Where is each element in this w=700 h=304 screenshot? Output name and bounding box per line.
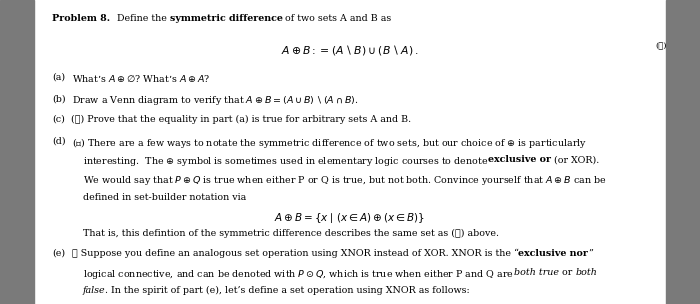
Text: ★ Suppose you define an analogous set operation using XNOR instead of XOR. XNOR : ★ Suppose you define an analogous set op… xyxy=(66,249,519,258)
Text: (★) There are a few ways to notate the symmetric difference of two sets, but our: (★) There are a few ways to notate the s… xyxy=(66,136,587,150)
Text: exclusive nor: exclusive nor xyxy=(519,249,589,258)
Text: $A \oplus B := (A \setminus B) \cup (B \setminus A)\,.$: $A \oplus B := (A \setminus B) \cup (B \… xyxy=(281,43,419,57)
Text: That is, this defintion of the symmetric difference describes the same set as (Ⓢ: That is, this defintion of the symmetric… xyxy=(83,229,498,238)
Text: Draw a Venn diagram to verify that $A \oplus B = (A \cup B) \setminus (A \cap B): Draw a Venn diagram to verify that $A \o… xyxy=(66,94,358,107)
Text: What’s $A \oplus \varnothing$? What’s $A \oplus A$?: What’s $A \oplus \varnothing$? What’s $A… xyxy=(66,73,210,84)
Text: ”: ” xyxy=(589,249,594,258)
Text: (b): (b) xyxy=(52,94,66,103)
Text: or: or xyxy=(559,268,575,277)
Text: (d): (d) xyxy=(52,136,66,145)
Text: (★) Prove that the equality in part (a) is true for arbitrary sets A and B.: (★) Prove that the equality in part (a) … xyxy=(65,115,412,124)
Text: (e): (e) xyxy=(52,249,66,258)
Text: (c): (c) xyxy=(52,115,65,124)
Text: logical connective, and can be denoted with $P \odot Q$, which is true when eith: logical connective, and can be denoted w… xyxy=(83,268,514,281)
Text: (a): (a) xyxy=(52,73,66,82)
Text: $A \oplus B = \{x \mid (x \in A) \oplus (x \in B)\}$: $A \oplus B = \{x \mid (x \in A) \oplus … xyxy=(274,211,426,225)
Text: interesting.  The $\oplus$ symbol is sometimes used in elementary logic courses : interesting. The $\oplus$ symbol is some… xyxy=(83,155,489,168)
Text: of two sets A and B as: of two sets A and B as xyxy=(282,14,391,23)
Text: false: false xyxy=(83,286,105,295)
Text: both true: both true xyxy=(514,268,559,277)
Text: We would say that $P \oplus Q$ is true when either P or Q is true, but not both.: We would say that $P \oplus Q$ is true w… xyxy=(83,174,606,187)
Text: exclusive or: exclusive or xyxy=(489,155,552,164)
Text: symmetric difference: symmetric difference xyxy=(169,14,282,23)
Text: defined in set-builder notation via: defined in set-builder notation via xyxy=(83,193,246,202)
Text: (or XOR).: (or XOR). xyxy=(552,155,599,164)
Text: . In the spirit of part (e), let’s define a set operation using XNOR as follows:: . In the spirit of part (e), let’s defin… xyxy=(105,286,470,295)
Text: both: both xyxy=(575,268,597,277)
Text: Define the: Define the xyxy=(111,14,169,23)
Text: (Ⓢ): (Ⓢ) xyxy=(655,43,666,50)
Text: Problem 8.: Problem 8. xyxy=(52,14,111,23)
